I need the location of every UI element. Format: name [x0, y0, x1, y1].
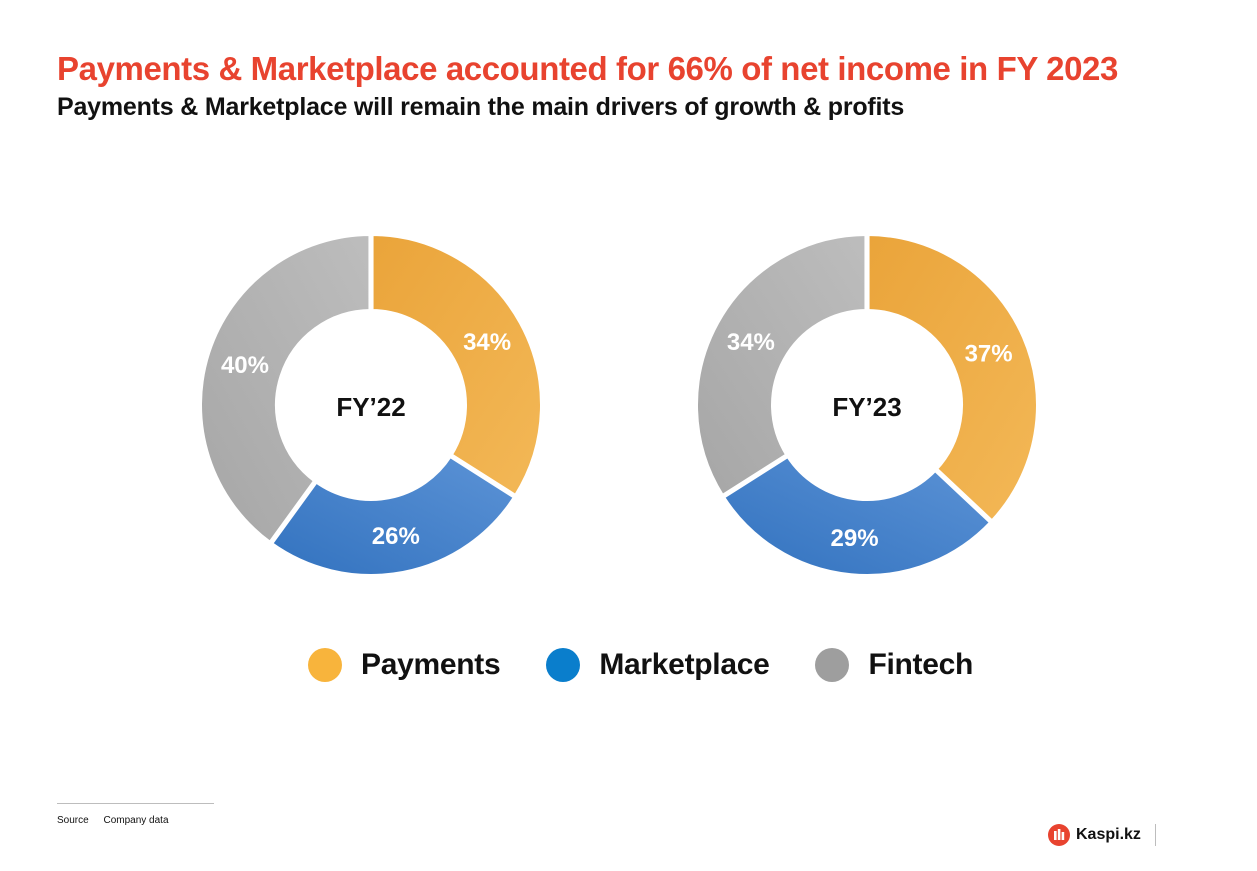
slice-marketplace-1 [720, 453, 994, 578]
center-label-1: FY’23 [832, 392, 901, 422]
donut-chart-0: 34% 26% 40% FY’22 [198, 232, 544, 578]
chart-legend: Payments Marketplace Fintech [308, 648, 1019, 682]
legend-item-payments: Payments [308, 648, 501, 682]
data-label-fintech-0: 40% [221, 352, 269, 379]
legend-swatch-payments [308, 648, 342, 682]
slice-payments-1 [865, 232, 1040, 524]
slice-fintech-1 [694, 232, 869, 499]
data-label-marketplace-1: 29% [831, 525, 879, 552]
footnote-divider [57, 803, 214, 804]
donut-chart-1: 37% 29% 34% FY’23 [694, 232, 1040, 578]
legend-swatch-fintech [815, 648, 850, 682]
legend-label-payments: Payments [361, 648, 501, 681]
page-title: Payments & Marketplace accounted for 66%… [57, 50, 1118, 87]
page-subtitle: Payments & Marketplace will remain the m… [57, 93, 905, 121]
data-label-payments-0: 34% [463, 329, 511, 356]
source-label: Source [57, 815, 89, 826]
brand-logo: Kaspi.kz [1048, 824, 1141, 846]
center-label-0: FY’22 [336, 392, 405, 422]
brand-name: Kaspi.kz [1076, 826, 1141, 843]
legend-item-marketplace: Marketplace [546, 648, 770, 682]
legend-label-marketplace: Marketplace [599, 648, 770, 681]
legend-swatch-marketplace [546, 648, 581, 682]
kaspi-logo-icon [1048, 824, 1070, 846]
source-value: Company data [103, 815, 169, 826]
data-label-payments-1: 37% [965, 340, 1013, 367]
slice-marketplace-0 [268, 453, 518, 578]
data-label-marketplace-0: 26% [372, 523, 420, 550]
legend-item-fintech: Fintech [815, 648, 973, 682]
slice-payments-0 [369, 232, 544, 499]
brand-divider [1155, 824, 1156, 846]
source-note: Source Company data [57, 815, 169, 826]
data-label-fintech-1: 34% [727, 329, 775, 356]
legend-label-fintech: Fintech [868, 648, 974, 681]
slice-fintech-0 [198, 232, 373, 546]
